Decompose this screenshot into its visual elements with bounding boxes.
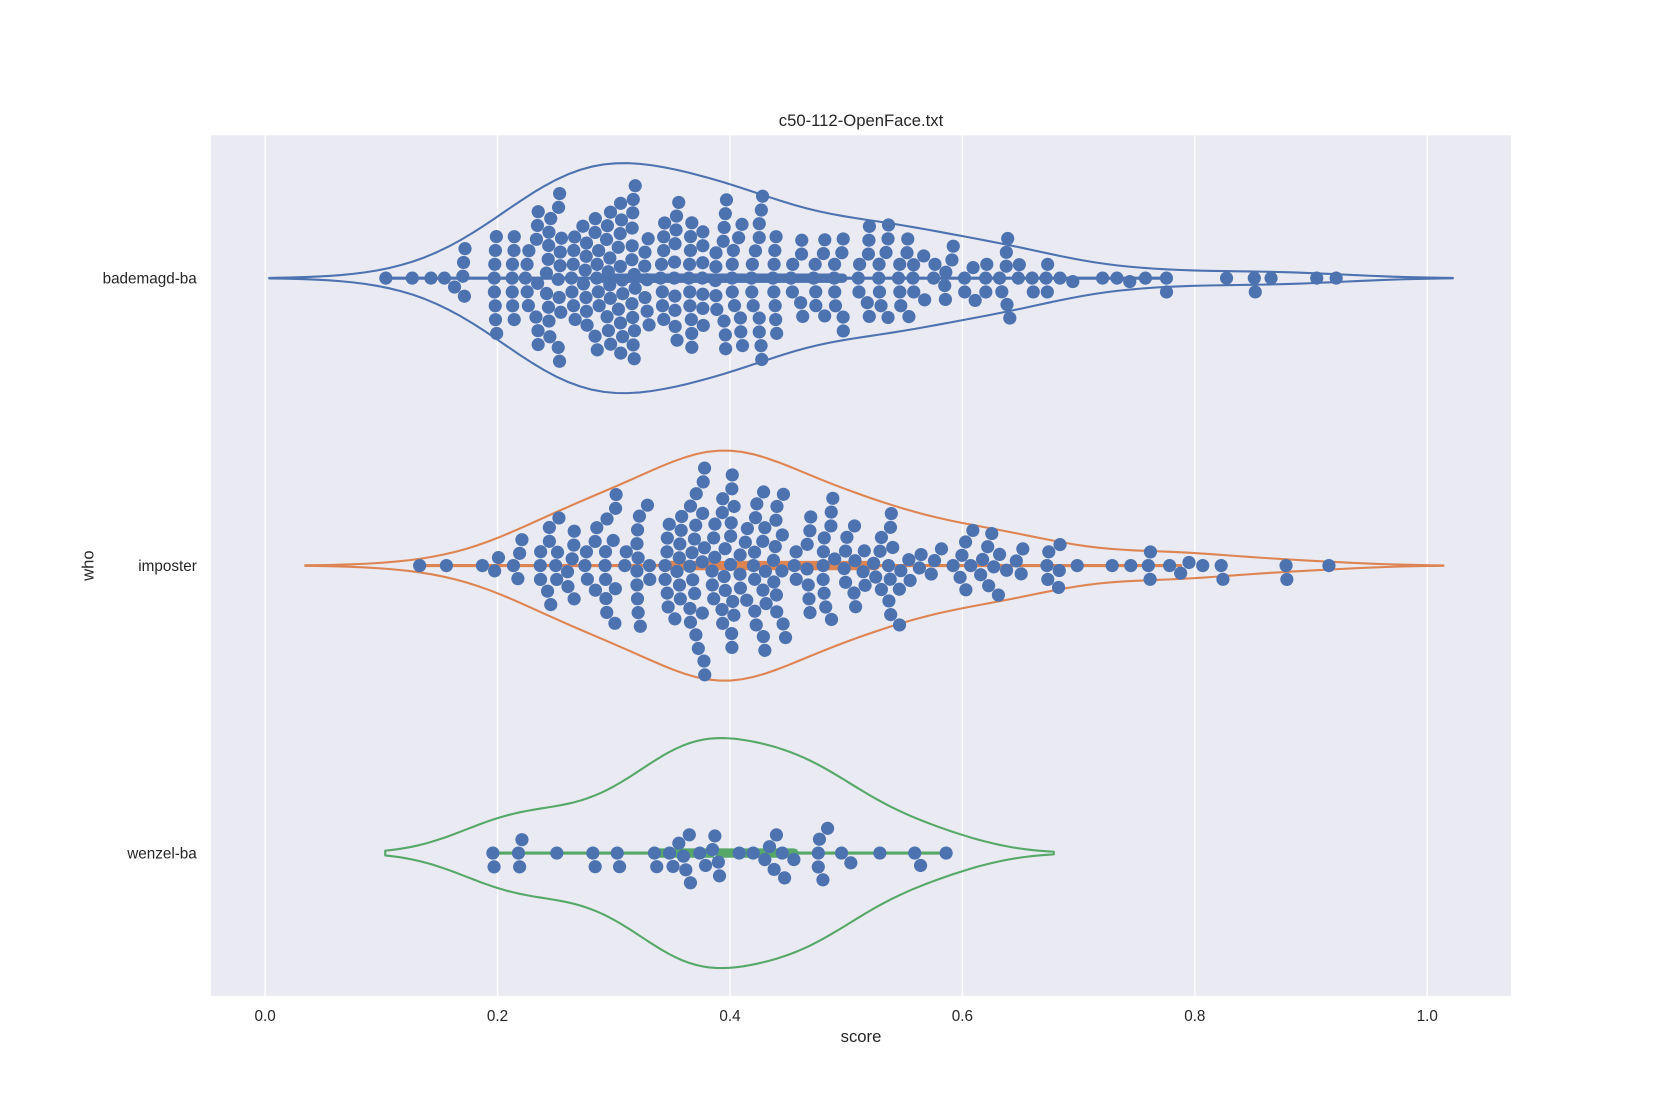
svg-text:0.6: 0.6	[952, 1008, 973, 1025]
svg-text:imposter: imposter	[138, 558, 197, 575]
svg-text:wenzel-ba: wenzel-ba	[126, 846, 197, 863]
svg-text:0.8: 0.8	[1184, 1008, 1205, 1025]
svg-text:0.0: 0.0	[254, 1008, 275, 1025]
svg-text:1.0: 1.0	[1417, 1008, 1438, 1025]
svg-text:bademagd-ba: bademagd-ba	[103, 271, 198, 288]
svg-text:score: score	[841, 1027, 882, 1046]
svg-text:c50-112-OpenFace.txt: c50-112-OpenFace.txt	[779, 111, 944, 130]
svg-text:0.4: 0.4	[719, 1008, 741, 1025]
svg-text:who: who	[79, 550, 98, 582]
svg-text:0.2: 0.2	[487, 1008, 508, 1025]
